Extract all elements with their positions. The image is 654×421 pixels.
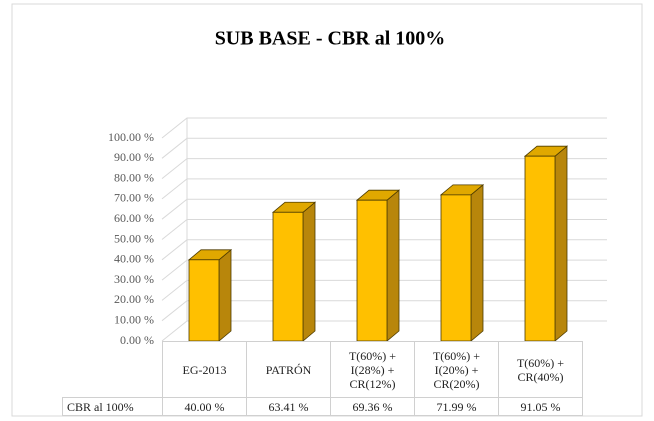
category-cell: T(60%) + I(28%) + CR(12%) xyxy=(330,341,415,398)
bar-side xyxy=(386,189,400,342)
y-tick-label: 10.00 % xyxy=(114,312,154,326)
y-tick-label: 20.00 % xyxy=(114,292,154,306)
grid-line xyxy=(161,178,607,200)
y-tick-label: 70.00 % xyxy=(114,191,154,205)
chart-border xyxy=(11,3,643,417)
bar-side xyxy=(554,145,568,342)
category-cell: T(60%) + CR(40%) xyxy=(498,341,583,398)
value-cell: 69.36 % xyxy=(330,397,415,416)
value-cell: 71.99 % xyxy=(414,397,499,416)
y-tick-label: 80.00 % xyxy=(114,170,154,184)
y-tick-label: 0.00 % xyxy=(120,333,154,347)
bar xyxy=(272,211,304,342)
bar xyxy=(188,259,220,342)
grid-line xyxy=(161,158,607,179)
bar xyxy=(440,194,472,342)
y-tick-label: 100.00 % xyxy=(108,130,154,144)
value-cell: 91.05 % xyxy=(498,397,583,416)
y-tick-label: 90.00 % xyxy=(114,150,154,164)
y-tick-label: 40.00 % xyxy=(114,252,154,266)
y-tick-label: 30.00 % xyxy=(114,272,154,286)
value-cell: 40.00 % xyxy=(162,397,247,416)
bar xyxy=(356,199,388,342)
category-cell: PATRÓN xyxy=(246,341,331,398)
category-cell: EG-2013 xyxy=(162,341,247,398)
grid-line xyxy=(161,117,607,139)
bar xyxy=(524,155,556,342)
bar-side xyxy=(302,201,316,342)
y-tick-label: 50.00 % xyxy=(114,231,154,245)
value-cell: 63.41 % xyxy=(246,397,331,416)
series-name-cell: CBR al 100% xyxy=(62,397,163,416)
grid-line xyxy=(161,137,607,159)
y-tick-label: 60.00 % xyxy=(114,211,154,225)
bar-side xyxy=(470,184,484,342)
chart-title: SUB BASE - CBR al 100% xyxy=(215,28,446,50)
bar-side xyxy=(218,248,232,342)
category-cell: T(60%) + I(20%) + CR(20%) xyxy=(414,341,499,398)
